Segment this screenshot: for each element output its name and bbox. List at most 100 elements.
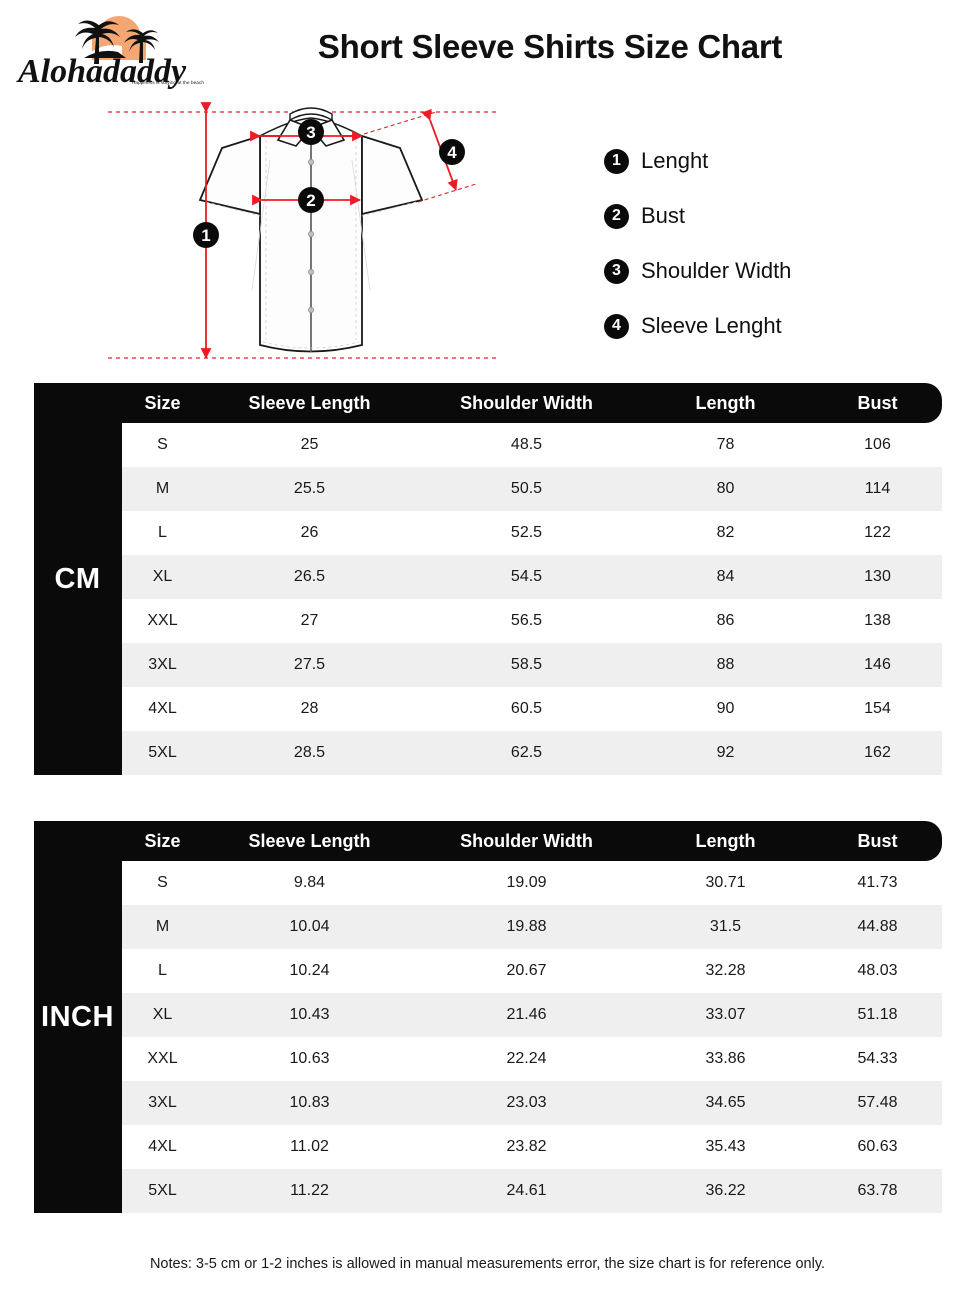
cell-sleeve_length: 9.84 — [203, 861, 416, 905]
row-size-label: L — [121, 511, 204, 555]
cell-shoulder_width: 22.24 — [415, 1037, 638, 1081]
cell-length: 84 — [637, 555, 814, 599]
column-header-sleeve-length: Sleeve Length — [203, 821, 416, 861]
brand-logo: Alohadaddy Happiness is staying at the b… — [14, 12, 224, 90]
cell-shoulder_width: 19.09 — [415, 861, 638, 905]
cell-shoulder_width: 62.5 — [415, 731, 638, 775]
shirt-measurement-diagram: 1 2 3 4 — [108, 102, 500, 359]
cell-sleeve_length: 11.22 — [203, 1169, 416, 1213]
cell-bust: 154 — [813, 687, 942, 731]
svg-text:4: 4 — [447, 143, 457, 162]
cell-sleeve_length: 27.5 — [203, 643, 416, 687]
cell-shoulder_width: 23.03 — [415, 1081, 638, 1125]
row-size-label: XXL — [121, 599, 204, 643]
cell-bust: 44.88 — [813, 905, 942, 949]
cell-length: 31.5 — [637, 905, 814, 949]
legend-badge-2: 2 — [604, 203, 629, 229]
svg-text:2: 2 — [306, 191, 315, 210]
cell-length: 33.86 — [637, 1037, 814, 1081]
legend-label-length: Lenght — [641, 148, 709, 173]
cell-bust: 146 — [813, 643, 942, 687]
legend-label-bust: Bust — [641, 203, 686, 228]
cell-sleeve_length: 28.5 — [203, 731, 416, 775]
row-size-label: 4XL — [121, 1125, 204, 1169]
cell-sleeve_length: 27 — [203, 599, 416, 643]
column-header-size: Size — [121, 383, 204, 423]
cell-shoulder_width: 23.82 — [415, 1125, 638, 1169]
cell-bust: 162 — [813, 731, 942, 775]
cell-length: 82 — [637, 511, 814, 555]
cell-sleeve_length: 10.04 — [203, 905, 416, 949]
cell-bust: 60.63 — [813, 1125, 942, 1169]
cell-shoulder_width: 24.61 — [415, 1169, 638, 1213]
diagram-marker-1: 1 — [193, 222, 219, 248]
row-size-label: S — [121, 423, 204, 467]
cell-length: 34.65 — [637, 1081, 814, 1125]
cell-sleeve_length: 26.5 — [203, 555, 416, 599]
row-size-label: S — [121, 861, 204, 905]
row-size-label: L — [121, 949, 204, 993]
cell-length: 33.07 — [637, 993, 814, 1037]
legend-label-sleeve-length: Sleeve Lenght — [641, 313, 782, 338]
diagram-marker-4: 4 — [439, 139, 465, 165]
svg-text:3: 3 — [306, 123, 315, 142]
cell-sleeve_length: 10.43 — [203, 993, 416, 1037]
row-size-label: 5XL — [121, 731, 204, 775]
column-header-length: Length — [637, 383, 814, 423]
cell-shoulder_width: 56.5 — [415, 599, 638, 643]
cell-shoulder_width: 52.5 — [415, 511, 638, 555]
cell-shoulder_width: 20.67 — [415, 949, 638, 993]
cell-length: 35.43 — [637, 1125, 814, 1169]
cell-length: 30.71 — [637, 861, 814, 905]
cell-bust: 122 — [813, 511, 942, 555]
row-size-label: 5XL — [121, 1169, 204, 1213]
cell-bust: 57.48 — [813, 1081, 942, 1125]
size-table-cm: CM Size Sleeve Length Shoulder Width Length B… — [33, 383, 942, 775]
legend-badge-4: 4 — [604, 313, 629, 339]
cell-length: 80 — [637, 467, 814, 511]
measurement-legend: 1 Lenght 2 Bust 3 Shoulder Width 4 Sleev… — [604, 148, 934, 368]
cell-length: 90 — [637, 687, 814, 731]
cell-bust: 138 — [813, 599, 942, 643]
size-table-inch: INCH Size Sleeve Length Shoulder Width Lengt… — [33, 821, 942, 1213]
cell-length: 32.28 — [637, 949, 814, 993]
svg-text:1: 1 — [201, 226, 210, 245]
cell-sleeve_length: 25.5 — [203, 467, 416, 511]
legend-item-sleeve-length: 4 Sleeve Lenght — [604, 313, 934, 339]
cell-sleeve_length: 26 — [203, 511, 416, 555]
cell-bust: 63.78 — [813, 1169, 942, 1213]
cell-sleeve_length: 11.02 — [203, 1125, 416, 1169]
legend-item-bust: 2 Bust — [604, 203, 934, 229]
footer-note: Notes: 3-5 cm or 1-2 inches is allowed i… — [149, 1256, 826, 1272]
cell-length: 78 — [637, 423, 814, 467]
diagram-marker-3: 3 — [298, 119, 324, 145]
legend-label-shoulder-width: Shoulder Width — [641, 258, 792, 283]
cell-shoulder_width: 54.5 — [415, 555, 638, 599]
column-header-length: Length — [637, 821, 814, 861]
cell-shoulder_width: 48.5 — [415, 423, 638, 467]
row-size-label: 3XL — [121, 643, 204, 687]
legend-badge-1: 1 — [604, 148, 629, 174]
brand-tagline: Happiness is staying at the beach — [132, 80, 204, 85]
row-size-label: XL — [121, 555, 204, 599]
measurement-diagram-area: 1 2 3 4 1 Lenght 2 Bust — [0, 90, 975, 375]
cell-sleeve_length: 10.24 — [203, 949, 416, 993]
cell-sleeve_length: 10.83 — [203, 1081, 416, 1125]
cell-length: 36.22 — [637, 1169, 814, 1213]
column-header-size: Size — [121, 821, 204, 861]
brand-wordmark: Alohadaddy — [16, 53, 187, 90]
cell-bust: 114 — [813, 467, 942, 511]
column-header-bust: Bust — [813, 383, 942, 423]
cell-bust: 48.03 — [813, 949, 942, 993]
column-header-bust: Bust — [813, 821, 942, 861]
unit-label-inch: INCH — [33, 821, 122, 1213]
row-size-label: XL — [121, 993, 204, 1037]
cell-shoulder_width: 21.46 — [415, 993, 638, 1037]
legend-item-shoulder-width: 3 Shoulder Width — [604, 258, 934, 284]
palm-trees-sun-icon: Alohadaddy — [16, 16, 187, 90]
cell-bust: 54.33 — [813, 1037, 942, 1081]
cell-sleeve_length: 25 — [203, 423, 416, 467]
page-title: Short Sleeve Shirts Size Chart — [317, 28, 783, 65]
cell-length: 86 — [637, 599, 814, 643]
column-header-shoulder-width: Shoulder Width — [415, 821, 638, 861]
